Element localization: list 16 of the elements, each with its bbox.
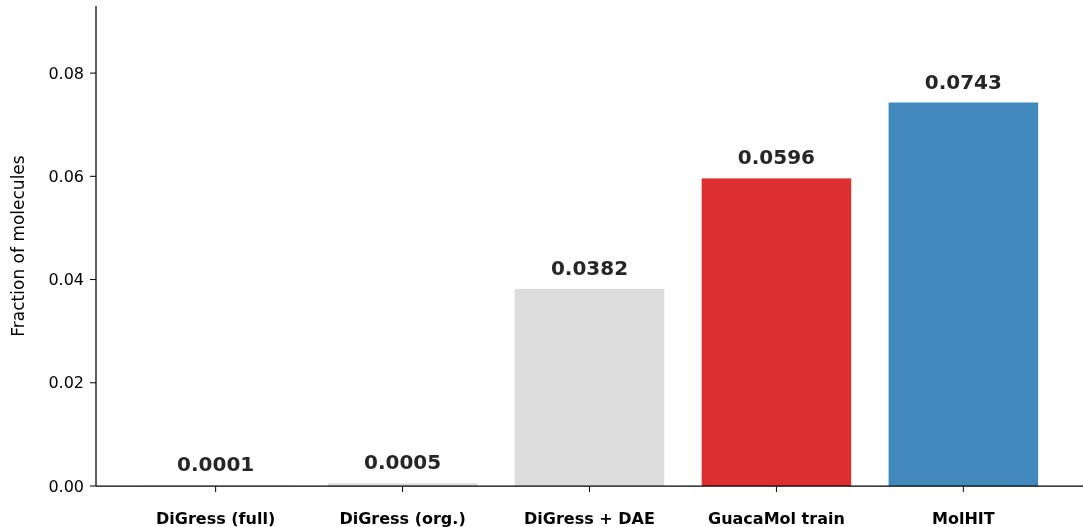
y-tick-label: 0.06 [48, 166, 84, 186]
data-label: 0.0001 [177, 452, 255, 477]
x-tick-label: DiGress (full) [156, 509, 276, 527]
x-tick-label: DiGress (org.) [339, 509, 466, 527]
data-label: 0.0743 [924, 69, 1002, 94]
y-tick-label: 0.02 [48, 373, 84, 393]
data-label: 0.0005 [363, 450, 442, 475]
data-label: 0.0596 [737, 145, 816, 170]
x-tick-label: GuacaMol train [708, 509, 845, 527]
data-label: 0.0382 [550, 255, 629, 280]
y-tick-label: 0.08 [48, 63, 84, 83]
x-tick-label: DiGress + DAE [524, 509, 655, 527]
x-tick-label: MolHIT [932, 509, 995, 527]
y-axis-title: Fraction of molecules [8, 155, 28, 337]
y-tick-label: 0.04 [48, 270, 84, 290]
y-tick-label: 0.00 [48, 476, 84, 496]
